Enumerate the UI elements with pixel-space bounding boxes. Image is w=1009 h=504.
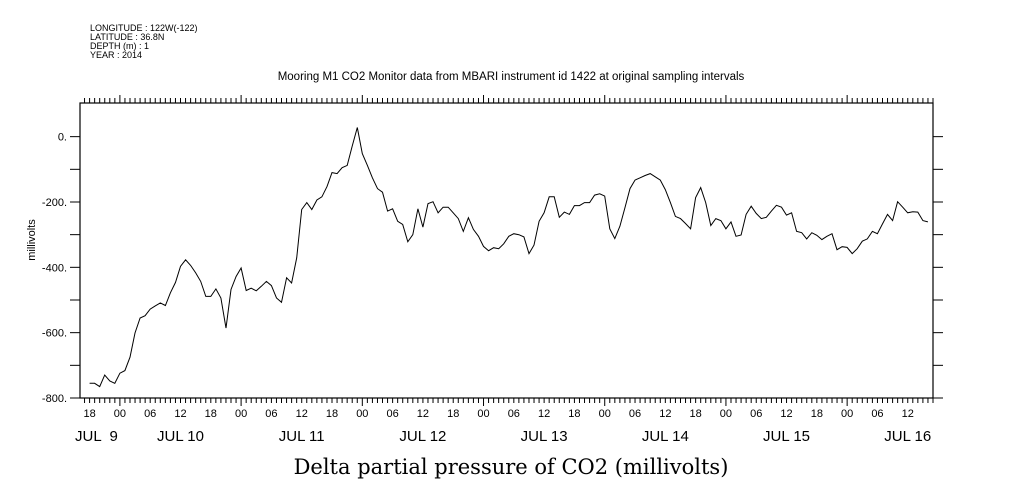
header-depth: DEPTH (m) : 1 xyxy=(90,41,149,51)
x-date-label: JUL 15 xyxy=(763,428,810,445)
x-tick-label: 18 xyxy=(447,408,459,420)
x-tick-label: 06 xyxy=(386,408,398,420)
series-line xyxy=(89,127,929,388)
x-tick-label: 18 xyxy=(690,408,702,420)
x-tick-label: 00 xyxy=(356,408,368,420)
x-date-label: JUL 9 xyxy=(75,428,118,445)
x-tick-label: 00 xyxy=(599,408,611,420)
x-tick-label: 06 xyxy=(750,408,762,420)
x-tick-label: 18 xyxy=(811,408,823,420)
x-tick-label: 12 xyxy=(174,408,186,420)
chart-title: Mooring M1 CO2 Monitor data from MBARI i… xyxy=(278,71,745,83)
x-date-label: JUL 16 xyxy=(884,428,931,445)
x-tick-label: 18 xyxy=(568,408,580,420)
x-tick-label: 12 xyxy=(902,408,914,420)
x-tick-label: 00 xyxy=(114,408,126,420)
axes: 18 00 06 12 18 00 06 12 18 00 06 12 18 00 06 12 18 00 06 12… xyxy=(42,95,943,445)
header-longitude: LONGITUDE : 122W(-122) xyxy=(90,23,198,33)
x-tick-label: 06 xyxy=(144,408,156,420)
x-tick-label: 06 xyxy=(871,408,883,420)
y-axis-label: millivolts xyxy=(26,219,38,261)
x-tick-label: 12 xyxy=(538,408,550,420)
x-tick-label: 00 xyxy=(720,408,732,420)
x-date-label: JUL 11 xyxy=(279,428,325,445)
x-tick-label: 12 xyxy=(296,408,308,420)
x-tick-label: 00 xyxy=(841,408,853,420)
x-tick-label: 12 xyxy=(659,408,671,420)
x-tick-label: 00 xyxy=(477,408,489,420)
x-date-label: JUL 13 xyxy=(521,428,568,445)
x-tick-label: 06 xyxy=(629,408,641,420)
x-tick-label: 06 xyxy=(508,408,520,420)
x-date-label: JUL 10 xyxy=(157,428,204,445)
plot-frame xyxy=(79,102,934,399)
y-tick-label: -800. xyxy=(42,393,67,405)
x-date-label: JUL 14 xyxy=(642,428,689,445)
x-date-label: JUL 12 xyxy=(399,428,446,445)
x-tick-label: 12 xyxy=(780,408,792,420)
x-tick-label: 06 xyxy=(265,408,277,420)
y-tick-label: -400. xyxy=(42,262,67,274)
y-tick-label: -200. xyxy=(42,197,67,209)
x-tick-label: 18 xyxy=(83,408,95,420)
header-year: YEAR : 2014 xyxy=(90,50,142,60)
x-tick-label: 18 xyxy=(326,408,338,420)
header-latitude: LATITUDE : 36.8N xyxy=(90,32,164,42)
y-tick-label: 0. xyxy=(58,132,67,144)
x-tick-label: 00 xyxy=(235,408,247,420)
x-axis-label: Delta partial pressure of CO2 (millivolt… xyxy=(294,455,729,479)
x-tick-label: 12 xyxy=(417,408,429,420)
y-tick-label: -600. xyxy=(42,328,67,340)
x-tick-label: 18 xyxy=(205,408,217,420)
